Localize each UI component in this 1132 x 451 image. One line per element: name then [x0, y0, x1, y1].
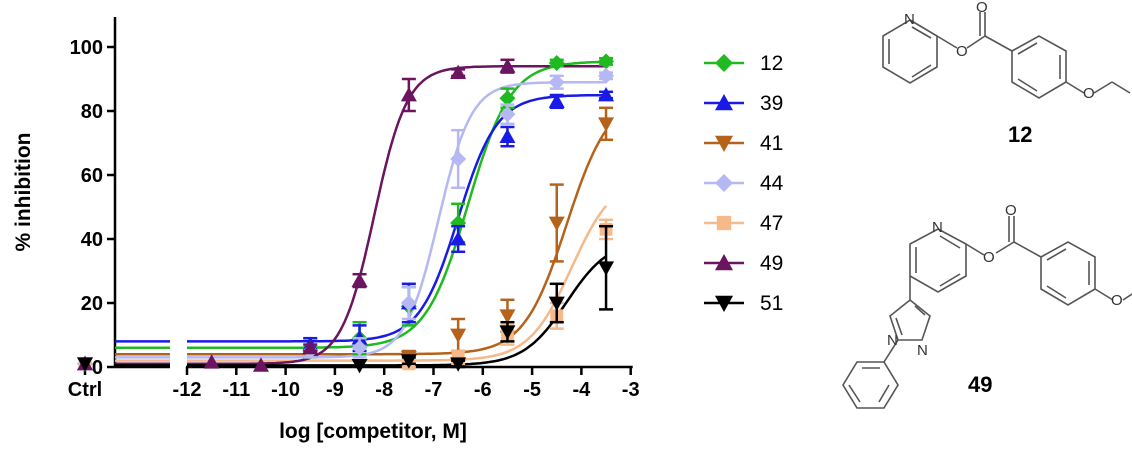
data-point	[598, 117, 614, 131]
compound-49-label: 49	[968, 372, 992, 397]
y-tick-label: 100	[70, 37, 103, 59]
legend-marker	[715, 54, 733, 72]
data-points	[77, 53, 614, 373]
fit-curve	[187, 82, 606, 357]
legend-marker	[717, 216, 731, 230]
compound-49-atoms: N O O O N N	[887, 202, 1123, 359]
legend-label: 47	[760, 212, 783, 235]
fit-curves	[115, 62, 606, 366]
atom-n-label: N	[904, 11, 915, 28]
x-tick-label: -11	[222, 379, 250, 401]
atom-o-label: O	[956, 43, 968, 60]
atom-n-label: N	[887, 332, 898, 349]
legend-label: 49	[760, 252, 783, 275]
legend-label: 51	[760, 292, 783, 315]
data-point	[450, 329, 466, 343]
y-tick-label: 60	[81, 165, 103, 187]
legend-label: 12	[760, 52, 783, 75]
legend-label: 41	[760, 132, 783, 155]
x-tick-label: -7	[425, 379, 443, 401]
data-point	[549, 217, 565, 231]
x-tick-label: -3	[622, 379, 640, 401]
x-axis-title: log [competitor, M]	[279, 420, 467, 443]
x-tick-label: -9	[326, 379, 344, 401]
legend-label: 44	[760, 172, 784, 195]
x-tick-label: -10	[271, 379, 300, 401]
x-tick-label: -8	[375, 379, 393, 401]
atom-o-label: O	[976, 0, 988, 16]
atom-o-label: O	[1005, 202, 1017, 219]
x-tick-label: -12	[173, 379, 202, 401]
x-tick-label: -4	[573, 379, 592, 401]
atom-o-label: O	[983, 249, 995, 266]
y-tick-label: 0	[92, 357, 103, 379]
atom-o-label: O	[1111, 292, 1123, 309]
data-point	[499, 129, 515, 143]
x-tick-label: -6	[474, 379, 492, 401]
fit-curve	[187, 66, 606, 364]
fit-curve	[187, 95, 606, 341]
atom-n-label: N	[917, 342, 928, 359]
atom-o-label: O	[1083, 85, 1095, 102]
x-tick-label: -5	[523, 379, 541, 401]
legend-marker	[715, 174, 733, 192]
y-tick-label: 20	[81, 293, 103, 315]
data-point	[598, 261, 614, 275]
axes: 0 20 40 60 80 100 -12 -11 -10 -9 -8 -7 -6 -5 -4 -3 Ctrl l…	[12, 17, 640, 443]
y-tick-label: 80	[81, 101, 103, 123]
legend-label: 39	[760, 92, 783, 115]
y-tick-label: 40	[81, 229, 103, 251]
legend: 12 39 41 44 47 49 51	[704, 52, 784, 315]
compound-12-label: 12	[1008, 122, 1032, 147]
x-tick-label-ctrl: Ctrl	[68, 379, 102, 401]
data-point	[549, 55, 565, 71]
y-axis-title: % inhibition	[12, 133, 35, 252]
fit-curve	[187, 62, 606, 348]
atom-n-label: N	[932, 219, 943, 236]
